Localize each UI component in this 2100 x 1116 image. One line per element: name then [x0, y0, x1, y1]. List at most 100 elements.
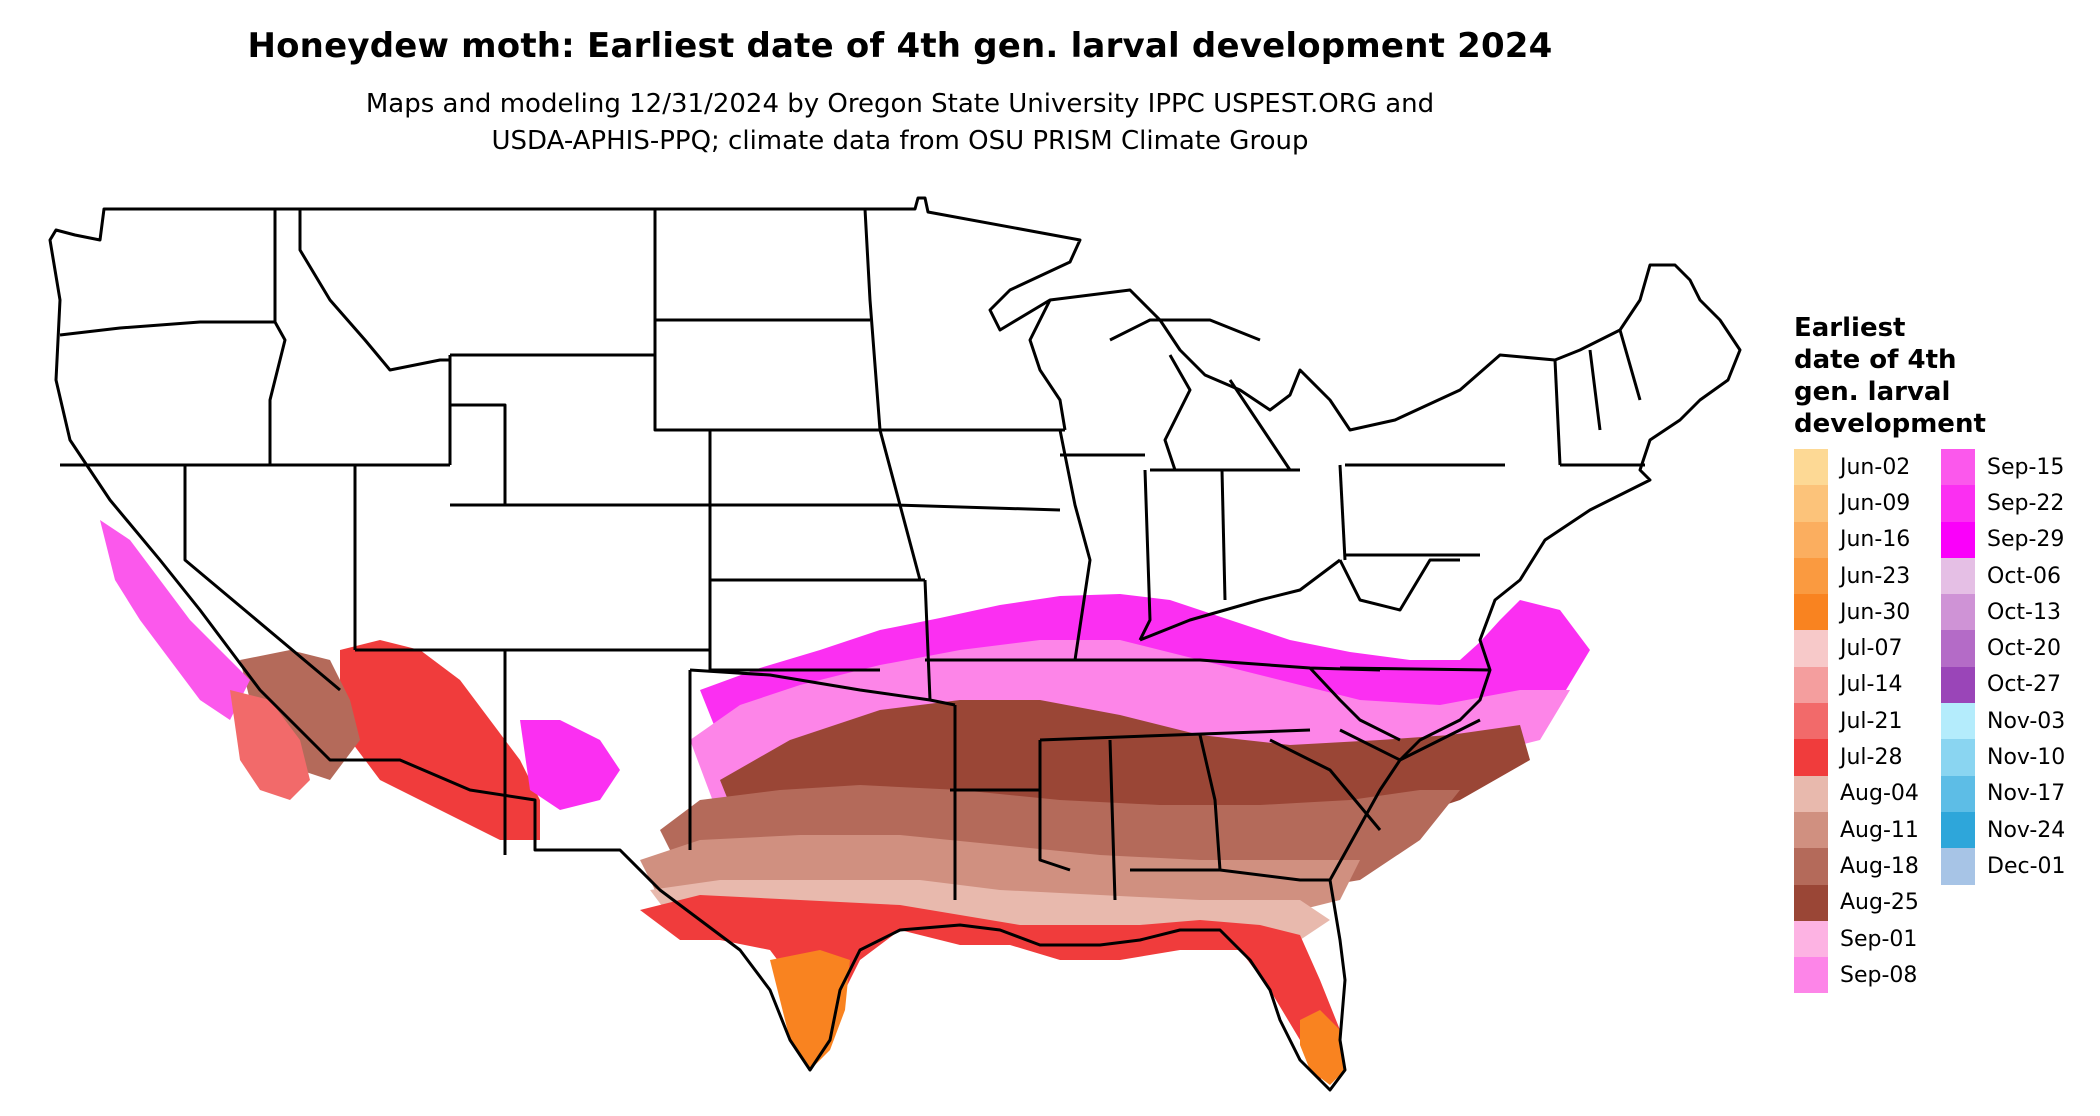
legend-label: Aug-11	[1840, 817, 1919, 843]
boundary-ia-mo	[894, 503, 1061, 512]
boundary-nh-me	[1618, 329, 1642, 401]
legend-swatch	[1941, 557, 1975, 595]
legend-swatch	[1794, 630, 1828, 667]
legend-item: Sep-08	[1794, 957, 1919, 994]
boundary-ga-fl	[1219, 868, 1330, 882]
legend-swatch	[1794, 485, 1828, 522]
legend-label: Sep-15	[1987, 454, 2065, 480]
legend-label: Jul-21	[1840, 708, 1903, 734]
boundary-oh-pa	[1338, 464, 1347, 561]
legend-swatch	[1794, 449, 1828, 486]
legend-label: Jun-09	[1840, 490, 1911, 516]
legend-label: Sep-08	[1840, 962, 1918, 988]
subtitle-line-1: Maps and modeling 12/31/2024 by Oregon S…	[365, 89, 1435, 119]
zone-jun-texas	[770, 950, 850, 1070]
legend-item: Dec-01	[1941, 848, 2066, 885]
legend-swatch	[1794, 775, 1828, 812]
legend-swatch	[1941, 666, 1975, 704]
legend-label: Jun-30	[1840, 599, 1911, 625]
legend-item: Oct-13	[1941, 594, 2066, 631]
boundary-mn-wi	[1028, 299, 1067, 431]
legend-item: Sep-29	[1941, 521, 2066, 558]
legend-label: Sep-22	[1987, 490, 2065, 516]
zone-southwest-red	[340, 640, 540, 840]
legend-swatch	[1941, 848, 1975, 885]
legend-label: Sep-29	[1987, 527, 2065, 553]
legend-swatch	[1794, 594, 1828, 631]
zone-new-mexico-fringe	[520, 720, 620, 810]
legend-label: Jun-23	[1840, 563, 1911, 589]
boundary-ms-al	[1108, 739, 1117, 901]
legend-swatch	[1794, 848, 1828, 885]
legend-label: Nov-24	[1987, 817, 2066, 843]
legend-swatch	[1794, 521, 1828, 558]
legend-label: Jul-28	[1840, 745, 1903, 771]
legend-swatch	[1794, 739, 1828, 776]
legend-label: Nov-03	[1987, 708, 2066, 734]
legend-swatch	[1941, 703, 1975, 740]
legend-item: Aug-04	[1794, 775, 1919, 812]
legend-label: Oct-27	[1987, 672, 2061, 698]
legend-swatch	[1941, 811, 1975, 849]
subtitle-line-2: USDA-APHIS-PPQ; climate data from OSU PR…	[491, 126, 1309, 156]
boundary-wv-va	[1338, 558, 1460, 612]
legend-item: Sep-22	[1941, 485, 2066, 522]
legend-label: Oct-06	[1987, 563, 2061, 589]
legend-item: Oct-27	[1941, 666, 2066, 704]
zone-jun-florida	[1300, 1010, 1345, 1085]
legend-item: Nov-17	[1941, 775, 2066, 812]
legend-item: Nov-03	[1941, 703, 2066, 740]
legend-label: Nov-10	[1987, 745, 2066, 771]
legend-swatch	[1941, 449, 1975, 486]
boundary-ok-ar	[923, 579, 932, 701]
legend-item: Jul-28	[1794, 739, 1919, 776]
legend-label: Aug-18	[1840, 853, 1919, 879]
legend-label: Jul-14	[1840, 672, 1903, 698]
legend-label: Jun-02	[1840, 454, 1911, 480]
boundary-nc-sc	[1339, 718, 1481, 762]
boundary-ok-tx	[689, 668, 956, 707]
boundary-il-in	[1138, 469, 1152, 641]
boundary-ga-sc	[1269, 738, 1382, 831]
legend-item: Sep-15	[1941, 449, 2066, 486]
legend-title: Earliest date of 4th gen. larval develop…	[1794, 312, 2054, 440]
legend-title-line: development	[1794, 409, 1986, 439]
legend-label: Oct-20	[1987, 636, 2061, 662]
legend-label: Jun-16	[1840, 527, 1911, 553]
boundary-va-nc	[1339, 666, 1491, 672]
legend-label: Aug-04	[1840, 781, 1919, 807]
legend-item: Nov-10	[1941, 739, 2066, 776]
development-date-zones	[100, 520, 1590, 1085]
legend-item: Oct-06	[1941, 557, 2066, 595]
boundary-mi-upper	[1109, 318, 1261, 342]
legend-item: Aug-25	[1794, 884, 1919, 921]
legend-label: Sep-01	[1840, 926, 1918, 952]
legend-swatch	[1794, 703, 1828, 740]
legend-item: Jun-23	[1794, 557, 1919, 595]
zone-jul-28	[640, 895, 1340, 1080]
legend-swatch	[1941, 630, 1975, 667]
map-subtitle: Maps and modeling 12/31/2024 by Oregon S…	[0, 86, 1800, 160]
legend-title-line: Earliest	[1794, 313, 1906, 343]
boundary-ia-il-mo	[1058, 429, 1092, 661]
legend-swatch	[1794, 957, 1828, 994]
boundary-id-mt	[298, 209, 450, 372]
boundary-or-id	[268, 321, 287, 465]
legend-item: Jul-21	[1794, 703, 1919, 740]
legend-label: Dec-01	[1987, 853, 2066, 879]
legend-item: Jun-09	[1794, 485, 1919, 522]
boundary-vt-nh	[1588, 349, 1602, 431]
boundary-ut-wy-co	[450, 403, 507, 505]
legend-title-line: gen. larval	[1794, 377, 1951, 407]
legend-swatch	[1941, 521, 1975, 558]
legend-swatch	[1941, 594, 1975, 631]
map-title: Honeydew moth: Earliest date of 4th gen.…	[247, 26, 1553, 66]
legend-swatch	[1941, 485, 1975, 522]
zone-aug-11	[640, 835, 1360, 910]
legend-item: Jul-07	[1794, 630, 1919, 667]
legend-column-1: Jun-02 Jun-09 Jun-16 Jun-23 Jun-30 Jul-07 Jul-…	[1794, 449, 1919, 994]
legend-item: Jul-14	[1794, 666, 1919, 704]
legend-label: Oct-13	[1987, 599, 2061, 625]
legend-swatch	[1941, 739, 1975, 776]
legend-item: Jun-16	[1794, 521, 1919, 558]
